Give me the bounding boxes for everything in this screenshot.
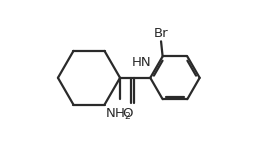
Text: O: O bbox=[122, 107, 132, 120]
Text: NH$_2$: NH$_2$ bbox=[105, 107, 132, 122]
Text: Br: Br bbox=[154, 27, 168, 40]
Text: HN: HN bbox=[132, 56, 151, 69]
